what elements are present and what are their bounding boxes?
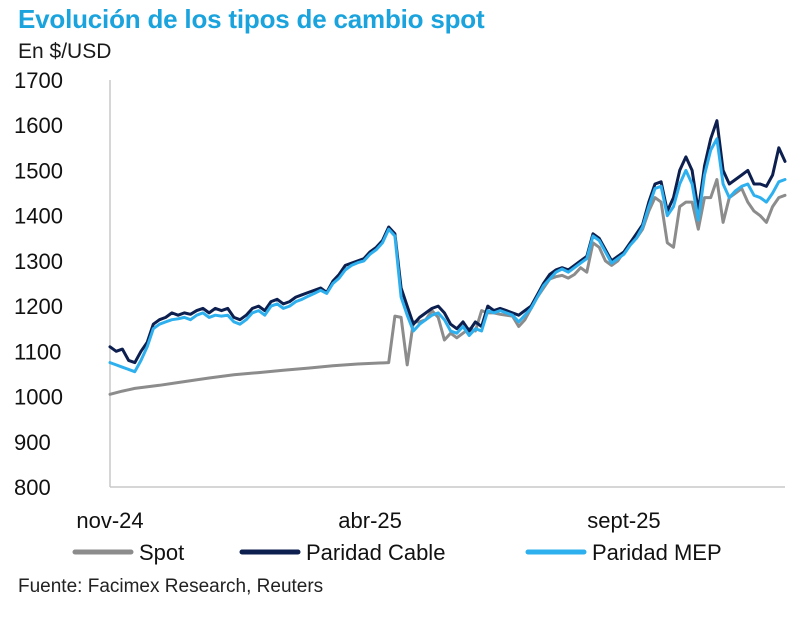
y-tick-label: 1700: [14, 68, 63, 93]
y-tick-label: 800: [14, 475, 51, 500]
source-note: Fuente: Facimex Research, Reuters: [18, 576, 324, 597]
x-tick-label: sept-25: [587, 508, 660, 533]
legend-label: Spot: [139, 540, 184, 565]
series-line-paridad-mep: [108, 137, 787, 374]
legend-label: Paridad MEP: [592, 540, 722, 565]
y-tick-label: 1000: [14, 385, 63, 410]
y-tick-label: 1400: [14, 204, 63, 229]
series-line-paridad-cable: [108, 119, 787, 365]
y-tick-label: 1300: [14, 249, 63, 274]
y-tick-label: 1500: [14, 158, 63, 183]
y-axis-unit-label: En $/USD: [18, 40, 112, 63]
chart-title: Evolución de los tipos de cambio spot: [18, 4, 485, 34]
y-tick-label: 1200: [14, 294, 63, 319]
legend-label: Paridad Cable: [306, 540, 445, 565]
series-line-spot: [108, 178, 787, 396]
x-tick-label: nov-24: [76, 508, 143, 533]
y-tick-label: 1100: [14, 339, 61, 364]
y-tick-label: 1600: [14, 113, 63, 138]
y-tick-label: 900: [14, 430, 51, 455]
x-tick-label: abr-25: [338, 508, 402, 533]
